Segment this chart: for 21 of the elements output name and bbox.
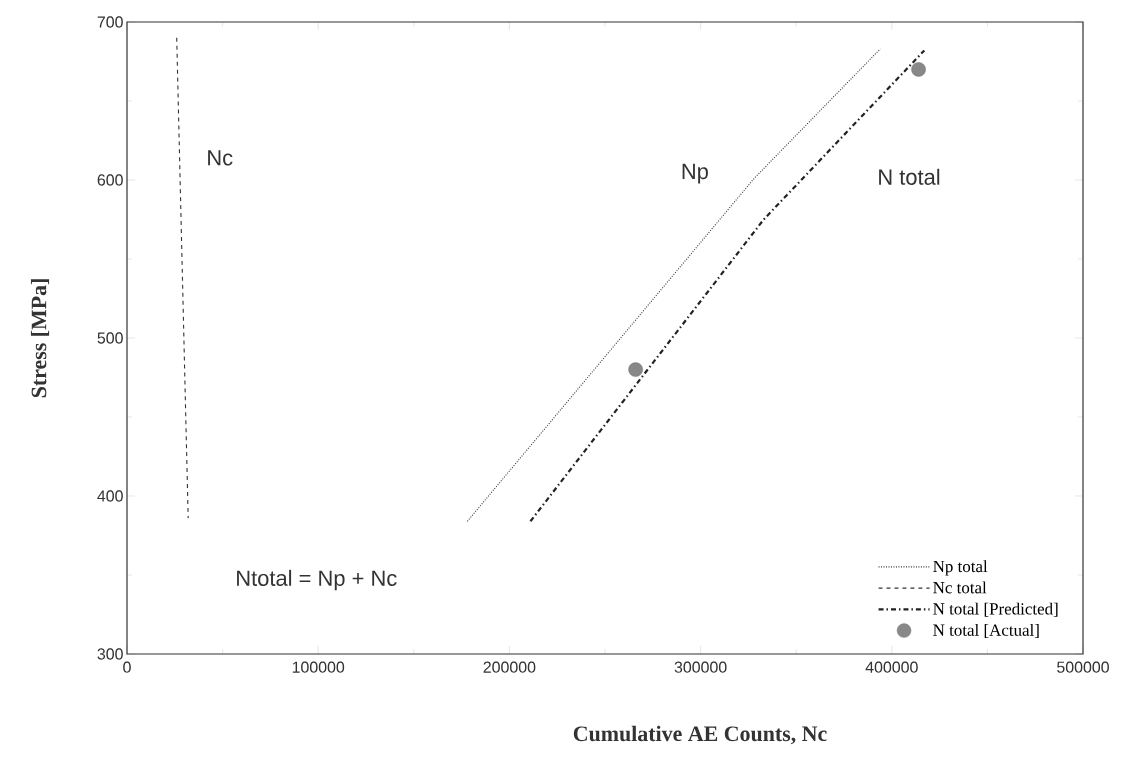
y-tick-label: 400	[97, 490, 123, 502]
annotation: N total	[879, 168, 940, 185]
y-axis-title: Stress [MPa]	[30, 279, 50, 398]
x-tick-label: 500000	[1057, 661, 1109, 673]
legend-label: N total [Actual]	[933, 623, 1039, 638]
x-tick-label: 0	[123, 661, 131, 673]
legend-label: N total [Predicted]	[933, 602, 1058, 617]
x-tick-label: 300000	[674, 661, 727, 673]
x-tick-label: 400000	[865, 661, 918, 673]
annotation: Ntotal = Np + Nc	[237, 569, 397, 591]
y-tick-label: 300	[97, 648, 123, 660]
x-tick-label: 200000	[483, 661, 536, 673]
y-tick-label: 700	[97, 16, 123, 28]
legend-label: Nc total	[933, 581, 987, 594]
annotation: Nc	[208, 150, 233, 166]
x-tick-label: 100000	[292, 661, 345, 673]
y-tick-label: 600	[97, 174, 123, 186]
legend-label: Np total	[933, 560, 988, 576]
y-tick-label: 500	[97, 332, 123, 344]
annotation: Np	[682, 163, 708, 184]
x-axis-title: Cumulative AE Counts, Nc	[573, 725, 827, 745]
